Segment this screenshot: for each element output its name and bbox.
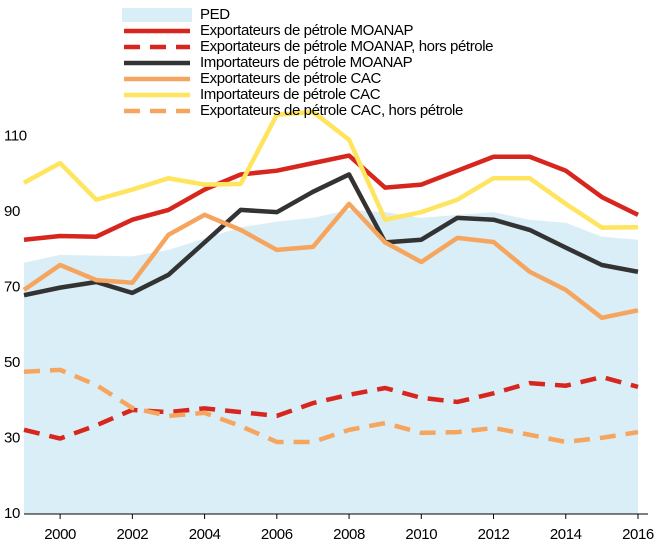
legend-label: Importateurs de pétrole CAC [200, 86, 381, 103]
y-tick-label: 70 [4, 279, 20, 296]
line [23, 153, 639, 242]
legend-label: Exportateurs de pétrole MOANAP [200, 22, 413, 39]
x-tick-label: 2000 [44, 526, 76, 543]
line [22, 109, 639, 230]
legend-label: Exportateurs de pétrole CAC, hors pétrol… [200, 102, 463, 119]
line [23, 374, 639, 441]
x-tick-label: 2006 [261, 526, 293, 543]
x-tick-label: 2004 [189, 526, 221, 543]
x-tick-label: 2002 [116, 526, 148, 543]
x-tick-label: 2014 [550, 526, 582, 543]
y-tick-label: 90 [4, 203, 20, 220]
legend-label: PED [200, 6, 230, 23]
legend-swatch [122, 8, 192, 22]
line [23, 367, 639, 445]
y-tick-label: 30 [4, 430, 20, 447]
x-tick-label: 2010 [405, 526, 437, 543]
y-tick-label: 110 [4, 128, 27, 145]
legend-label: Exportateurs de pétrole MOANAP, hors pét… [200, 38, 493, 55]
legend-label: Importateurs de pétrole MOANAP [200, 54, 413, 71]
line [22, 201, 639, 321]
x-tick-label: 2016 [622, 526, 654, 543]
legend-label: Exportateurs de pétrole CAC [200, 70, 382, 87]
area [24, 209, 638, 514]
line [23, 172, 639, 298]
x-tick-label: 2012 [478, 526, 510, 543]
x-tick-label: 2008 [333, 526, 365, 543]
y-tick-label: 10 [4, 505, 20, 522]
y-tick-label: 50 [4, 354, 20, 371]
